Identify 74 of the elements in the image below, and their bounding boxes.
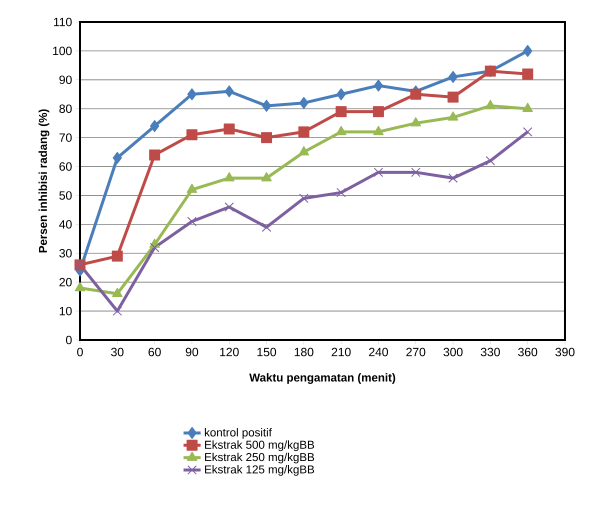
point xyxy=(74,282,86,292)
point xyxy=(298,126,310,138)
x-tick-label: 240 xyxy=(369,348,388,356)
point xyxy=(224,85,234,98)
x-tick-label: 210 xyxy=(332,348,351,356)
x-tick-label: 120 xyxy=(220,348,239,356)
point xyxy=(448,92,459,103)
point xyxy=(261,132,272,144)
x-tick-label: 30 xyxy=(111,348,124,356)
point xyxy=(448,173,458,183)
x-tick-label: 0 xyxy=(77,348,83,356)
y-tick-label: 20 xyxy=(59,278,72,286)
point xyxy=(150,242,160,252)
x-tick-label: 300 xyxy=(444,348,463,356)
point xyxy=(262,100,272,112)
point xyxy=(187,216,197,226)
point xyxy=(374,168,384,178)
point xyxy=(372,106,384,118)
point xyxy=(485,100,496,110)
point xyxy=(224,172,234,182)
point xyxy=(336,106,347,118)
x-tick-label: 180 xyxy=(294,348,314,356)
legend-label: kontrol positif xyxy=(204,428,272,439)
point xyxy=(224,202,234,212)
point xyxy=(224,123,235,134)
y-tick-label: 100 xyxy=(53,46,72,56)
point xyxy=(336,126,346,136)
legend-label: Ekstrak 250 mg/kgBB xyxy=(205,452,314,464)
y-tick-label: 50 xyxy=(59,191,72,200)
point xyxy=(374,80,384,92)
x-tick-label: 390 xyxy=(555,348,575,356)
point xyxy=(149,149,160,160)
point xyxy=(411,168,421,178)
y-tick-label: 70 xyxy=(59,133,72,142)
point xyxy=(410,88,422,100)
y-tick-label: 40 xyxy=(59,220,72,229)
point xyxy=(261,172,272,182)
legend-label: Ekstrak 125 mg/kgBB xyxy=(205,465,314,476)
y-tick-label: 60 xyxy=(59,162,72,171)
point xyxy=(187,88,197,100)
point xyxy=(112,152,122,164)
x-tick-label: 90 xyxy=(186,348,198,356)
point xyxy=(336,88,346,100)
point xyxy=(448,70,458,83)
y-axis-title: Persen inhibisi radang (%) xyxy=(38,109,50,252)
x-tick-label: 360 xyxy=(518,348,538,356)
point xyxy=(150,120,160,132)
point xyxy=(336,188,346,198)
point xyxy=(373,126,384,136)
point xyxy=(522,102,533,112)
point xyxy=(299,194,309,204)
point xyxy=(112,288,123,297)
y-tick-label: 30 xyxy=(59,249,72,258)
y-tick-label: 10 xyxy=(60,306,72,316)
y-tick-label: 80 xyxy=(59,104,72,113)
point xyxy=(448,111,458,121)
x-tick-label: 150 xyxy=(257,348,276,356)
x-tick-label: 60 xyxy=(148,348,161,356)
point xyxy=(522,68,534,80)
point xyxy=(186,129,198,140)
x-tick-label: 270 xyxy=(406,348,426,356)
point xyxy=(410,117,422,126)
point xyxy=(522,127,532,137)
y-tick-label: 0 xyxy=(66,336,72,344)
x-axis-title: Waktu pengamatan (menit) xyxy=(249,373,396,384)
y-tick-label: 90 xyxy=(59,76,72,84)
point xyxy=(298,146,310,156)
point xyxy=(112,250,123,262)
point xyxy=(186,184,198,193)
y-tick-label: 110 xyxy=(54,18,72,26)
x-tick-label: 330 xyxy=(480,348,500,356)
point xyxy=(299,96,308,109)
point xyxy=(523,44,532,57)
legend-label: Ekstrak 500 mg/kgBB xyxy=(205,440,314,452)
